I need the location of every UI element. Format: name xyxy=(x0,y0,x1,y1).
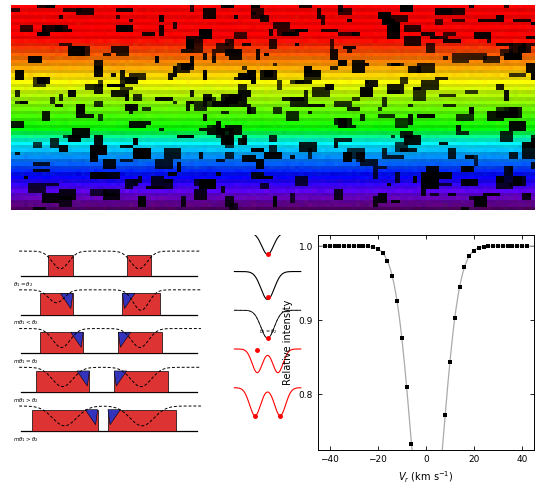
Bar xyxy=(126,255,152,276)
Polygon shape xyxy=(123,293,135,308)
Polygon shape xyxy=(71,332,83,348)
Bar xyxy=(108,409,176,431)
Polygon shape xyxy=(60,293,73,308)
Bar xyxy=(123,293,160,315)
Bar xyxy=(118,332,162,353)
Polygon shape xyxy=(114,371,126,386)
Y-axis label: Relative intensity: Relative intensity xyxy=(283,300,293,385)
Text: $m\theta_1 < \theta_2$: $m\theta_1 < \theta_2$ xyxy=(13,318,39,327)
Text: $\theta_1=\theta_2$: $\theta_1=\theta_2$ xyxy=(258,327,277,336)
Bar xyxy=(40,293,73,315)
Bar xyxy=(40,332,83,353)
Polygon shape xyxy=(118,332,131,348)
Text: $m\theta_1 > \theta_2$: $m\theta_1 > \theta_2$ xyxy=(13,435,39,443)
Text: $m\theta_1 = \theta_2$: $m\theta_1 = \theta_2$ xyxy=(13,357,39,366)
Bar xyxy=(114,371,168,392)
Bar xyxy=(32,409,98,431)
X-axis label: $V_r\ \mathrm{(km\ s^{-1})}$: $V_r\ \mathrm{(km\ s^{-1})}$ xyxy=(398,469,453,484)
Text: $m\theta_1 > \theta_2$: $m\theta_1 > \theta_2$ xyxy=(13,396,39,405)
Text: $\theta_1 = \theta_2$: $\theta_1 = \theta_2$ xyxy=(13,280,33,288)
Polygon shape xyxy=(77,371,89,386)
Bar xyxy=(48,255,73,276)
Bar xyxy=(35,371,89,392)
Polygon shape xyxy=(108,409,120,425)
Polygon shape xyxy=(85,409,98,425)
